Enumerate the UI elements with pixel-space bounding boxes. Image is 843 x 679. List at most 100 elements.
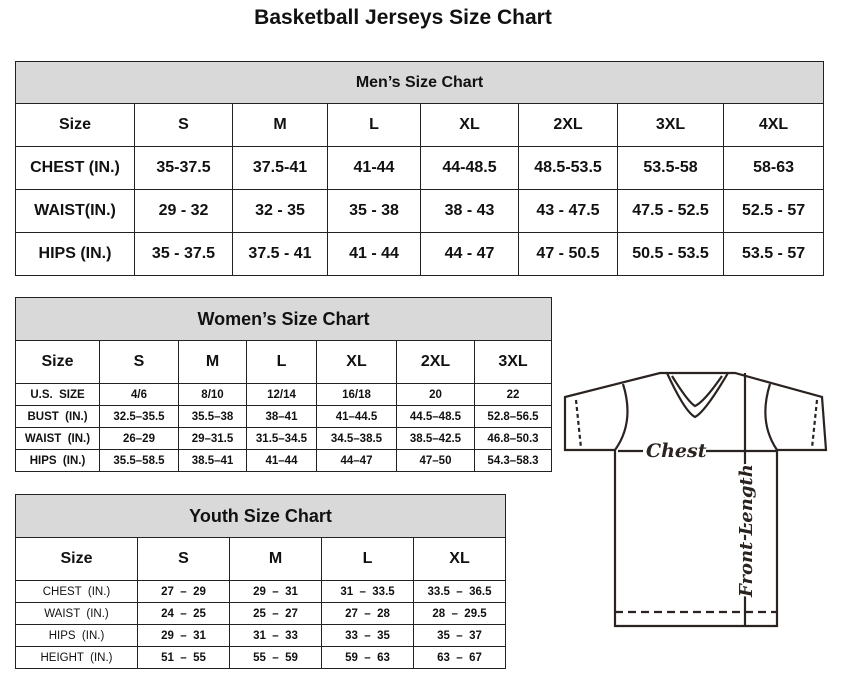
table-cell: 31 – 33.5	[321, 580, 414, 603]
table-row: HIPS (IN.) 29 – 31 31 – 33 33 – 35 35 – 37	[15, 624, 507, 647]
table-cell: 35 - 38	[327, 189, 421, 233]
table-heading: Men’s Size Chart	[14, 61, 825, 104]
column-header: M	[178, 340, 247, 384]
size-row: Size S M L XL	[15, 537, 507, 581]
table-cell: 31 – 33	[229, 624, 322, 647]
table-cell: 43 - 47.5	[518, 189, 618, 233]
table-cell: 28 – 29.5	[412, 602, 507, 625]
column-header: 3XL	[473, 340, 553, 384]
table-header-row: Men’s Size Chart	[14, 61, 825, 104]
table-cell: 12/14	[246, 383, 317, 406]
table-row: HIPS (IN.) 35.5–58.5 38.5–41 41–44 44–47 47–5…	[15, 449, 553, 472]
table-cell: 26–29	[99, 427, 179, 450]
table-cell: 35.5–58.5	[99, 449, 179, 472]
table-header-row: Women’s Size Chart	[14, 297, 553, 341]
column-header: S	[134, 103, 233, 147]
jersey-diagram: Chest Front Length	[563, 371, 828, 628]
table-cell: 47 - 50.5	[518, 232, 618, 276]
table-cell: 29 – 31	[137, 624, 230, 647]
table-cell: 37.5-41	[232, 146, 328, 190]
column-header: L	[246, 340, 317, 384]
column-header: XL	[412, 537, 507, 581]
table-cell: 8/10	[178, 383, 247, 406]
column-header: S	[99, 340, 179, 384]
table-cell: 38–41	[246, 405, 317, 428]
column-header: 4XL	[722, 103, 825, 147]
table-cell: 47–50	[396, 449, 475, 472]
table-cell: 38.5–42.5	[396, 427, 475, 450]
column-header: XL	[316, 340, 397, 384]
size-row: Size S M L XL 2XL 3XL	[15, 340, 553, 384]
table-cell: 29 – 31	[229, 580, 322, 603]
table-header-row: Youth Size Chart	[14, 494, 507, 538]
youth-size-table: Youth Size Chart Size S M L XL CHEST (IN.) 27 –…	[14, 494, 507, 669]
table-cell: 25 – 27	[229, 602, 322, 625]
table-cell: 29–31.5	[178, 427, 247, 450]
chest-label: Chest	[646, 440, 707, 462]
table-cell: 46.8–50.3	[473, 427, 553, 450]
table-cell: 41–44.5	[316, 405, 397, 428]
table-cell: 63 – 67	[412, 646, 507, 669]
table-cell: 41-44	[327, 146, 421, 190]
row-label: WAIST (IN.)	[15, 602, 138, 625]
table-cell: 34.5–38.5	[316, 427, 397, 450]
table-cell: 37.5 - 41	[232, 232, 328, 276]
table-cell: 35 - 37.5	[134, 232, 233, 276]
table-cell: 38 - 43	[420, 189, 519, 233]
column-header: XL	[420, 103, 519, 147]
table-cell: 44-48.5	[420, 146, 519, 190]
table-row: WAIST (IN.) 24 – 25 25 – 27 27 – 28 28 – 29.…	[15, 602, 507, 625]
table-cell: 58-63	[722, 146, 825, 190]
table-row: WAIST(IN.) 29 - 32 32 - 35 35 - 38 38 - 43 43…	[15, 189, 825, 233]
mens-size-table: Men’s Size Chart Size S M L XL 2XL 3XL 4XL CHEST …	[14, 61, 825, 276]
table-cell: 35-37.5	[134, 146, 233, 190]
table-cell: 20	[396, 383, 475, 406]
row-label: HIPS (IN.)	[15, 624, 138, 647]
table-cell: 44.5–48.5	[396, 405, 475, 428]
table-heading: Women’s Size Chart	[14, 297, 553, 341]
table-cell: 38.5–41	[178, 449, 247, 472]
row-label: WAIST(IN.)	[15, 189, 135, 233]
table-cell: 31.5–34.5	[246, 427, 317, 450]
table-cell: 33 – 35	[321, 624, 414, 647]
table-cell: 54.3–58.3	[473, 449, 553, 472]
row-label: CHEST (IN.)	[15, 146, 135, 190]
table-cell: 53.5-58	[617, 146, 724, 190]
table-cell: 52.8–56.5	[473, 405, 553, 428]
table-cell: 29 - 32	[134, 189, 233, 233]
table-cell: 27 – 28	[321, 602, 414, 625]
table-row: HEIGHT (IN.) 51 – 55 55 – 59 59 – 63 63 – 67	[15, 646, 507, 669]
column-header: 2XL	[518, 103, 618, 147]
table-row: CHEST (IN.) 27 – 29 29 – 31 31 – 33.5 33.5 –…	[15, 580, 507, 603]
table-row: HIPS (IN.) 35 - 37.5 37.5 - 41 41 - 44 44 - …	[15, 232, 825, 276]
table-row: BUST (IN.) 32.5–35.5 35.5–38 38–41 41–44.5 44…	[15, 405, 553, 428]
table-cell: 4/6	[99, 383, 179, 406]
table-cell: 35 – 37	[412, 624, 507, 647]
column-header: 2XL	[396, 340, 475, 384]
table-cell: 48.5-53.5	[518, 146, 618, 190]
table-cell: 32.5–35.5	[99, 405, 179, 428]
table-cell: 55 – 59	[229, 646, 322, 669]
table-cell: 53.5 - 57	[722, 232, 825, 276]
table-cell: 44 - 47	[420, 232, 519, 276]
table-cell: 59 – 63	[321, 646, 414, 669]
table-cell: 41–44	[246, 449, 317, 472]
column-header: L	[327, 103, 421, 147]
column-header: L	[321, 537, 414, 581]
table-row: CHEST (IN.) 35-37.5 37.5-41 41-44 44-48.5 48.…	[15, 146, 825, 190]
column-header: Size	[15, 537, 138, 581]
row-label: U.S. SIZE	[15, 383, 100, 406]
column-header: M	[232, 103, 328, 147]
table-cell: 16/18	[316, 383, 397, 406]
column-header: Size	[15, 340, 100, 384]
page-title: Basketball Jerseys Size Chart	[254, 6, 552, 29]
front-length-label: Front Length	[736, 464, 757, 598]
table-row: U.S. SIZE 4/6 8/10 12/14 16/18 20 22	[15, 383, 553, 406]
table-cell: 33.5 – 36.5	[412, 580, 507, 603]
table-cell: 44–47	[316, 449, 397, 472]
table-row: WAIST (IN.) 26–29 29–31.5 31.5–34.5 34.5–38.…	[15, 427, 553, 450]
size-row: Size S M L XL 2XL 3XL 4XL	[15, 103, 825, 147]
row-label: HEIGHT (IN.)	[15, 646, 138, 669]
table-heading: Youth Size Chart	[14, 494, 507, 538]
table-cell: 47.5 - 52.5	[617, 189, 724, 233]
